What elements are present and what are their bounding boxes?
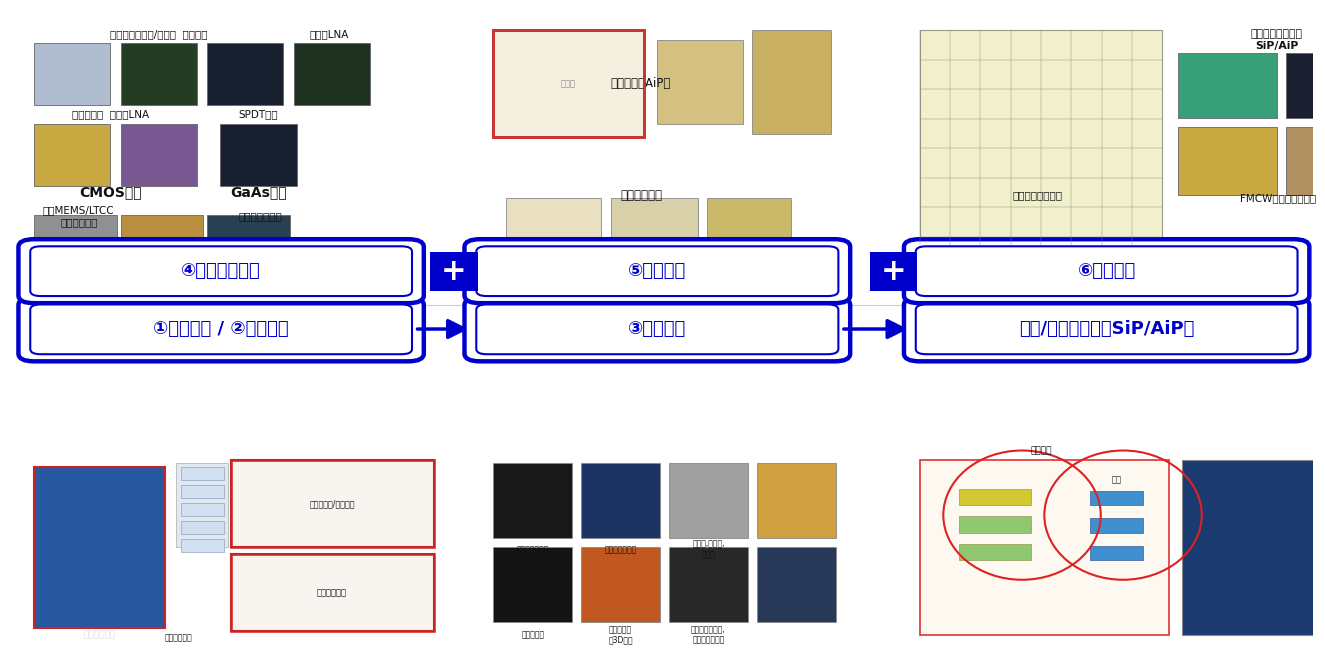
FancyBboxPatch shape — [1285, 127, 1325, 195]
FancyBboxPatch shape — [751, 31, 831, 134]
Text: GaAs芯片: GaAs芯片 — [231, 185, 286, 199]
Text: ①核心芒片 / ②嵌入无源: ①核心芒片 / ②嵌入无源 — [154, 321, 289, 338]
Text: ⑤实现工艺: ⑤实现工艺 — [628, 262, 686, 280]
FancyBboxPatch shape — [1285, 53, 1325, 117]
FancyBboxPatch shape — [207, 215, 290, 276]
Text: 天线: 天线 — [1112, 475, 1121, 484]
FancyBboxPatch shape — [1182, 460, 1325, 635]
FancyBboxPatch shape — [476, 304, 839, 354]
Text: 流程图: 流程图 — [560, 79, 575, 88]
FancyBboxPatch shape — [1178, 127, 1276, 195]
FancyBboxPatch shape — [182, 521, 224, 534]
Text: 毫米波LNA: 毫米波LNA — [310, 29, 348, 39]
FancyBboxPatch shape — [959, 517, 1031, 533]
Text: 波滤波合成/电路设计: 波滤波合成/电路设计 — [309, 500, 355, 509]
Text: 集成电路: 集成电路 — [1031, 446, 1052, 455]
FancyBboxPatch shape — [669, 548, 747, 622]
Text: ⑥测试平台: ⑥测试平台 — [1077, 262, 1136, 280]
FancyBboxPatch shape — [959, 545, 1031, 560]
Text: 封装天线（AiP）: 封装天线（AiP） — [611, 77, 672, 90]
Text: 聚焦离子束加工: 聚焦离子束加工 — [604, 545, 637, 554]
Text: ③封装天线: ③封装天线 — [628, 321, 686, 338]
Text: FMCW毫米波收发组件: FMCW毫米波收发组件 — [1240, 193, 1316, 204]
FancyBboxPatch shape — [231, 460, 435, 548]
FancyBboxPatch shape — [493, 463, 572, 538]
FancyBboxPatch shape — [904, 239, 1309, 303]
FancyBboxPatch shape — [19, 239, 424, 303]
FancyBboxPatch shape — [182, 539, 224, 552]
FancyBboxPatch shape — [182, 485, 224, 498]
Text: 电子束直写图形: 电子束直写图形 — [517, 545, 549, 554]
FancyBboxPatch shape — [757, 463, 836, 538]
FancyBboxPatch shape — [869, 252, 917, 291]
FancyBboxPatch shape — [1178, 53, 1276, 117]
FancyBboxPatch shape — [19, 297, 424, 361]
FancyBboxPatch shape — [30, 247, 412, 296]
FancyBboxPatch shape — [231, 554, 435, 631]
FancyBboxPatch shape — [916, 304, 1297, 354]
Text: CMOS芯片: CMOS芯片 — [80, 185, 142, 199]
FancyBboxPatch shape — [220, 124, 297, 186]
FancyBboxPatch shape — [1090, 519, 1142, 533]
FancyBboxPatch shape — [34, 215, 117, 276]
Text: 深刻蚀,柔性基,
纳米印: 深刻蚀,柔性基, 纳米印 — [692, 540, 725, 559]
FancyBboxPatch shape — [493, 31, 644, 137]
Text: 片上无线接收机/发射机  有源电感: 片上无线接收机/发射机 有源电感 — [110, 29, 208, 39]
Text: 滤波封装天线: 滤波封装天线 — [620, 189, 662, 202]
FancyBboxPatch shape — [34, 43, 110, 104]
FancyBboxPatch shape — [121, 124, 197, 186]
FancyBboxPatch shape — [34, 467, 166, 628]
FancyBboxPatch shape — [916, 247, 1297, 296]
FancyBboxPatch shape — [582, 548, 660, 622]
Text: ④自动设计工具: ④自动设计工具 — [182, 262, 261, 280]
Text: 半导体参数测试,
薄膜应力分析等: 半导体参数测试, 薄膜应力分析等 — [692, 625, 726, 644]
FancyBboxPatch shape — [121, 215, 204, 276]
Text: 压控振荡器  超宽带LNA: 压控振荡器 超宽带LNA — [72, 110, 148, 119]
FancyBboxPatch shape — [611, 199, 698, 273]
FancyBboxPatch shape — [465, 297, 851, 361]
FancyBboxPatch shape — [176, 463, 228, 548]
FancyBboxPatch shape — [294, 43, 370, 104]
FancyBboxPatch shape — [959, 489, 1031, 506]
FancyBboxPatch shape — [465, 239, 851, 303]
FancyBboxPatch shape — [1090, 491, 1142, 506]
Text: +: + — [441, 257, 466, 286]
Text: +: + — [881, 257, 906, 286]
FancyBboxPatch shape — [182, 503, 224, 516]
Text: 高频电路仿真: 高频电路仿真 — [83, 630, 115, 639]
FancyBboxPatch shape — [708, 199, 791, 273]
FancyBboxPatch shape — [506, 199, 602, 273]
Text: 自动设计优化: 自动设计优化 — [317, 588, 347, 597]
FancyBboxPatch shape — [669, 463, 747, 538]
Text: 封装集成滤波器: 封装集成滤波器 — [238, 211, 282, 221]
Text: 卫星通信射频前端
SiP/AiP: 卫星通信射频前端 SiP/AiP — [1251, 29, 1302, 51]
Text: 原子力显微
与3D成像: 原子力显微 与3D成像 — [608, 625, 633, 644]
FancyBboxPatch shape — [476, 247, 839, 296]
FancyBboxPatch shape — [657, 40, 742, 124]
Text: 射频/毫米波模组（SiP/AiP）: 射频/毫米波模组（SiP/AiP） — [1019, 321, 1194, 338]
FancyBboxPatch shape — [1090, 546, 1142, 560]
FancyBboxPatch shape — [34, 124, 110, 186]
FancyBboxPatch shape — [920, 31, 1162, 266]
FancyBboxPatch shape — [30, 304, 412, 354]
FancyBboxPatch shape — [207, 43, 284, 104]
Text: SPDT开关: SPDT开关 — [238, 110, 278, 119]
Text: 硅基MEMS/LTCC
高频段滤波器: 硅基MEMS/LTCC 高频段滤波器 — [42, 205, 114, 227]
FancyBboxPatch shape — [121, 43, 197, 104]
FancyBboxPatch shape — [920, 460, 1169, 635]
Text: 毫米波相控阵架构: 毫米波相控阵架构 — [1012, 190, 1063, 201]
FancyBboxPatch shape — [904, 297, 1309, 361]
FancyBboxPatch shape — [757, 548, 836, 622]
FancyBboxPatch shape — [182, 467, 224, 480]
FancyBboxPatch shape — [582, 463, 660, 538]
Text: 锗基滤波等: 锗基滤波等 — [521, 630, 545, 639]
FancyBboxPatch shape — [431, 252, 477, 291]
FancyBboxPatch shape — [493, 548, 572, 622]
Text: 全波仿真软件: 全波仿真软件 — [164, 633, 192, 643]
